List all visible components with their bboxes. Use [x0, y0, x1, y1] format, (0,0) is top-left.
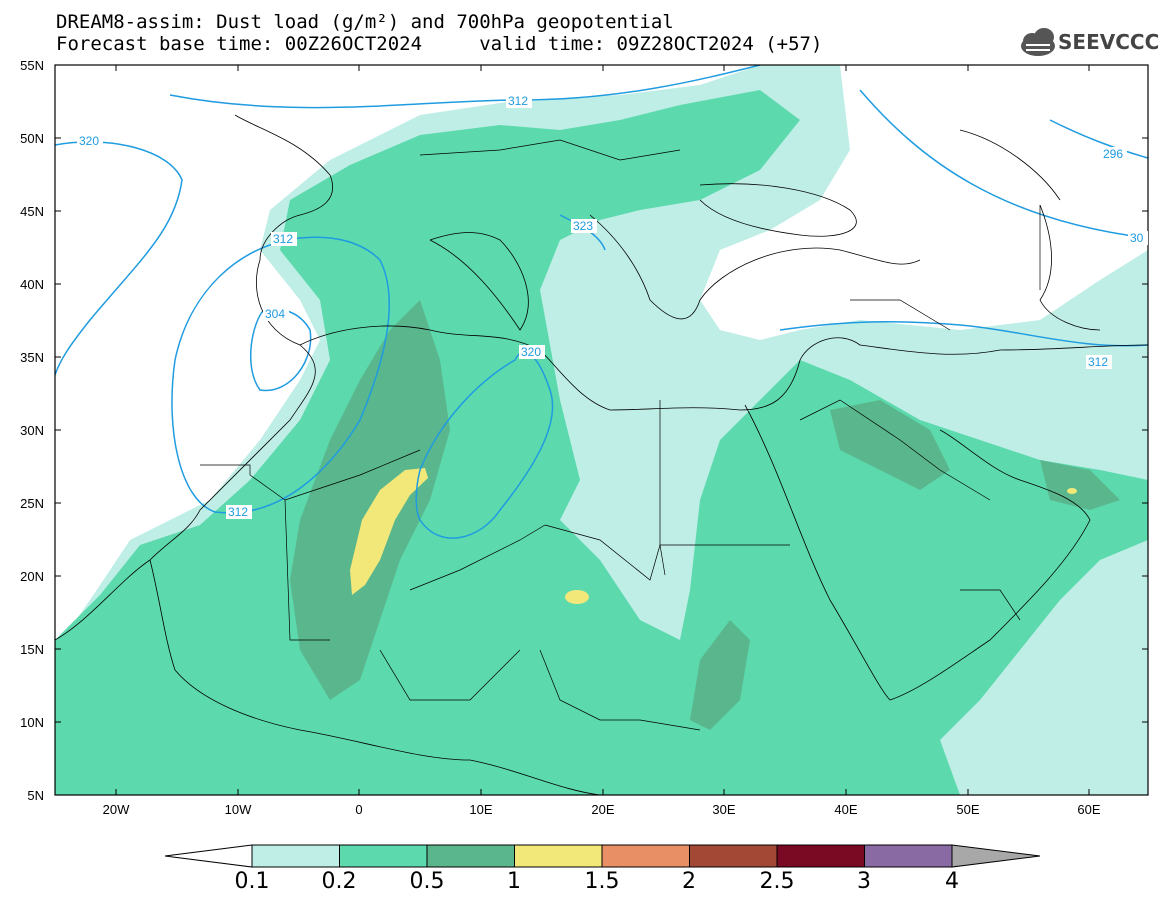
lat-label: 30N	[20, 423, 44, 438]
legend-label: 2	[682, 869, 696, 894]
contour-label: 320	[521, 345, 541, 359]
contour-labels: 320 312 296 312 304 320 323 312 312 30	[77, 94, 1148, 519]
lon-label: 0	[355, 802, 363, 817]
map-subtitle: Forecast base time: 00Z26OCT2024 valid t…	[56, 33, 823, 55]
legend-label: 3	[857, 869, 871, 894]
contour-label: 323	[573, 219, 593, 233]
legend-label: 0.5	[409, 869, 445, 894]
lon-label: 20W	[102, 802, 130, 817]
cloud-icon	[1021, 28, 1055, 56]
legend-label: 0.1	[234, 869, 270, 894]
lon-label: 60E	[1077, 802, 1101, 817]
lat-label: 20N	[20, 569, 44, 584]
contour-label: 312	[273, 232, 293, 246]
lon-label: 20E	[591, 802, 615, 817]
lon-label: 40E	[834, 802, 858, 817]
contour-label: 304	[265, 307, 285, 321]
contour-label: 30	[1130, 231, 1144, 245]
contour-label: 312	[228, 505, 248, 519]
lon-label: 10W	[224, 802, 252, 817]
lat-label: 15N	[20, 642, 44, 657]
lat-label: 35N	[20, 350, 44, 365]
lon-label: 10E	[469, 802, 493, 817]
lat-label: 25N	[20, 496, 44, 511]
lat-label: 5N	[27, 788, 44, 803]
map-title: DREAM8-assim: Dust load (g/m²) and 700hP…	[56, 11, 674, 33]
legend-label: 1.5	[584, 869, 620, 894]
dust-shade-dark	[290, 300, 450, 700]
dust-shade-yellow	[350, 468, 428, 595]
country-borders	[200, 139, 1041, 731]
lat-label: 45N	[20, 204, 44, 219]
axis-ticks	[55, 64, 1148, 795]
lon-label: 30E	[712, 802, 736, 817]
logo-text: SEEVCCC	[1058, 30, 1160, 54]
legend-label: 0.2	[321, 869, 357, 894]
contour-label: 296	[1103, 147, 1123, 161]
contour-label: 312	[508, 94, 528, 108]
lon-label: 50E	[956, 802, 980, 817]
lat-label: 10N	[20, 715, 44, 730]
contour-label: 312	[1088, 355, 1108, 369]
legend-label: 1	[507, 869, 521, 894]
contour-label: 320	[79, 134, 99, 148]
lat-label: 40N	[20, 277, 44, 292]
lat-label: 50N	[20, 131, 44, 146]
lat-label: 55N	[20, 58, 44, 73]
legend-label: 2.5	[759, 869, 795, 894]
legend-label: 4	[945, 869, 959, 894]
